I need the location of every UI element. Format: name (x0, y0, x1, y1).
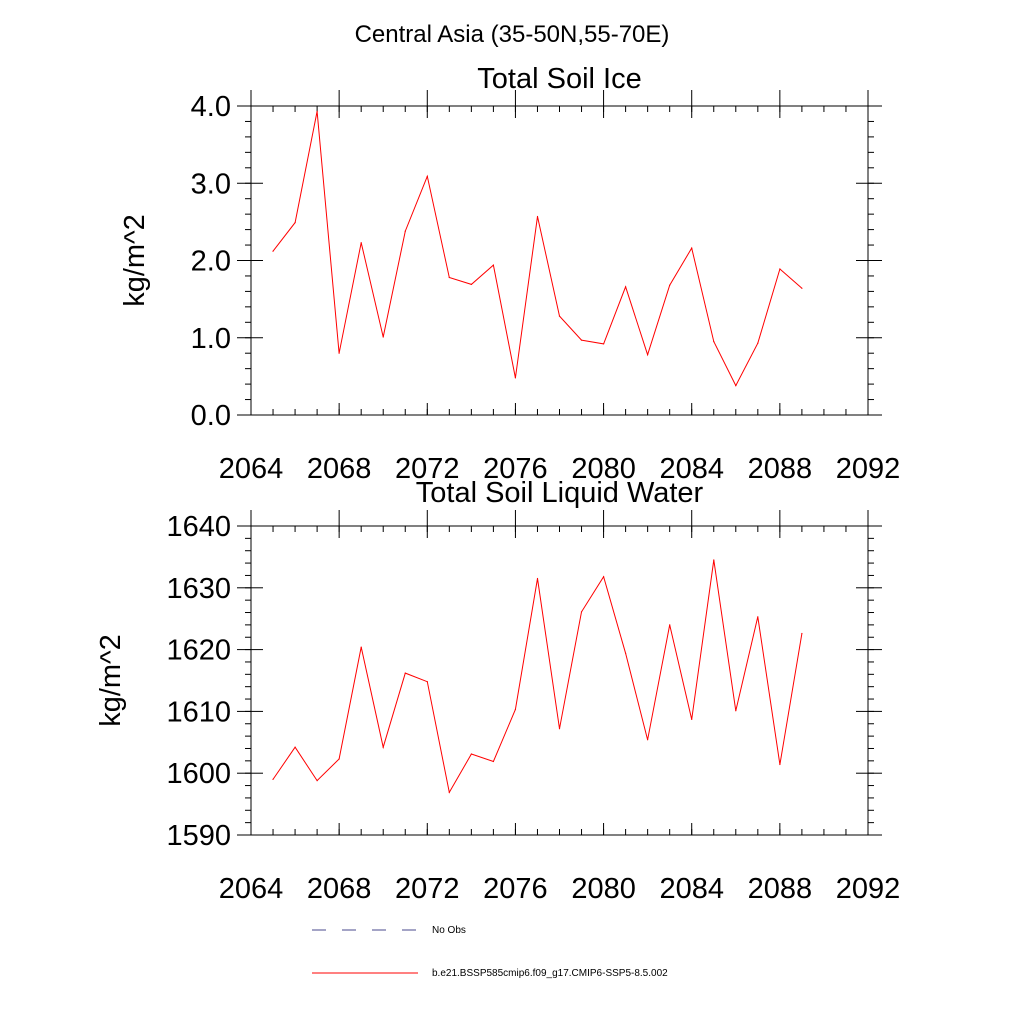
data-point (272, 778, 274, 781)
data-point (514, 377, 517, 379)
data-point (647, 354, 649, 356)
chart-panel-1: Total Soil Ice 2064 2068 2072 2076 2080 2084 20… (119, 63, 900, 485)
data-point (558, 315, 561, 317)
data-point (448, 276, 450, 279)
data-point (691, 247, 693, 249)
data-point (669, 624, 671, 626)
data-point (779, 763, 781, 766)
chart-panels: Total Soil Ice 2064 2068 2072 2076 2080 2084 20… (95, 63, 900, 905)
y-tick-label: 1590 (166, 820, 231, 852)
y-tick-label: 0.0 (191, 400, 231, 432)
data-point (625, 286, 627, 288)
x-tick-label: 2064 (219, 453, 284, 485)
data-point (294, 746, 296, 748)
y-tick-label: 1600 (166, 758, 231, 790)
data-point (580, 611, 583, 613)
x-tick-label: 2068 (307, 453, 372, 485)
plot-frame (250, 525, 869, 836)
data-point (360, 242, 362, 244)
y-tick-label: 1610 (166, 696, 231, 728)
data-point (536, 215, 539, 218)
data-point (470, 283, 472, 285)
legend: No Obs b.e21.BSSP585cmip6.f09_g17.CMIP6-… (312, 925, 668, 979)
legend-obs-label: No Obs (432, 925, 466, 936)
legend-model-label: b.e21.BSSP585cmip6.f09_g17.CMIP6-SSP5-8.… (432, 968, 668, 979)
data-point (316, 110, 318, 112)
data-point (603, 343, 605, 345)
data-point (801, 632, 803, 635)
y-tick-label: 3.0 (191, 168, 231, 200)
x-tick-label: 2076 (483, 453, 548, 485)
data-point (426, 175, 428, 177)
data-point (272, 250, 274, 252)
y-tick-label: 4.0 (191, 91, 231, 123)
data-point (757, 342, 759, 344)
data-point (404, 672, 406, 674)
series-line (272, 559, 803, 794)
data-point (470, 753, 472, 755)
y-tick-label: 1620 (166, 635, 231, 667)
y-axis-label: kg/m^2 (119, 214, 151, 307)
y-tick-label: 2.0 (191, 246, 231, 278)
data-point (669, 284, 671, 286)
data-point (492, 264, 494, 266)
x-tick-label: 2080 (571, 453, 636, 485)
data-point (316, 780, 318, 782)
x-tick-label: 2080 (571, 873, 636, 905)
x-tick-label: 2084 (659, 453, 724, 485)
chart-panel-2: Total Soil Liquid Water 2064 2068 2072 2076 2… (95, 477, 900, 905)
data-point (735, 710, 737, 712)
data-point (713, 559, 715, 561)
x-tick-label: 2092 (836, 873, 901, 905)
series-line (272, 111, 803, 387)
data-point (338, 758, 340, 760)
x-tick-label: 2076 (483, 873, 548, 905)
data-point (713, 341, 715, 343)
data-point (536, 577, 539, 580)
chart-title: Total Soil Ice (477, 63, 641, 95)
data-point (735, 385, 737, 387)
plot-frame (250, 105, 869, 416)
data-point (382, 336, 384, 338)
data-point (404, 230, 406, 232)
y-axis-label: kg/m^2 (95, 634, 127, 727)
y-tick-label: 1640 (166, 511, 231, 543)
data-point (603, 576, 605, 578)
x-tick-label: 2084 (659, 873, 724, 905)
data-point (514, 708, 517, 711)
x-tick-label: 2088 (748, 873, 813, 905)
x-tick-label: 2092 (836, 453, 901, 485)
data-point (426, 681, 428, 683)
data-point (779, 268, 781, 270)
data-point (580, 339, 583, 341)
x-tick-label: 2064 (219, 873, 284, 905)
x-tick-label: 2068 (307, 873, 372, 905)
data-point (294, 222, 296, 224)
data-point (382, 746, 384, 748)
y-tick-label: 1630 (166, 573, 231, 605)
data-point (757, 616, 759, 618)
data-point (492, 760, 494, 763)
data-point (558, 728, 561, 730)
data-point (448, 791, 450, 794)
x-tick-label: 2088 (748, 453, 813, 485)
data-point (801, 287, 803, 289)
figure-suptitle: Central Asia (35-50N,55-70E) (355, 21, 670, 48)
chart-title: Total Soil Liquid Water (416, 477, 704, 509)
data-point (647, 739, 649, 741)
data-point (338, 352, 340, 354)
y-tick-label: 1.0 (191, 323, 231, 355)
x-tick-label: 2072 (395, 873, 460, 905)
x-tick-label: 2072 (395, 453, 460, 485)
data-point (625, 652, 627, 654)
data-point (691, 718, 693, 721)
data-point (360, 646, 362, 648)
